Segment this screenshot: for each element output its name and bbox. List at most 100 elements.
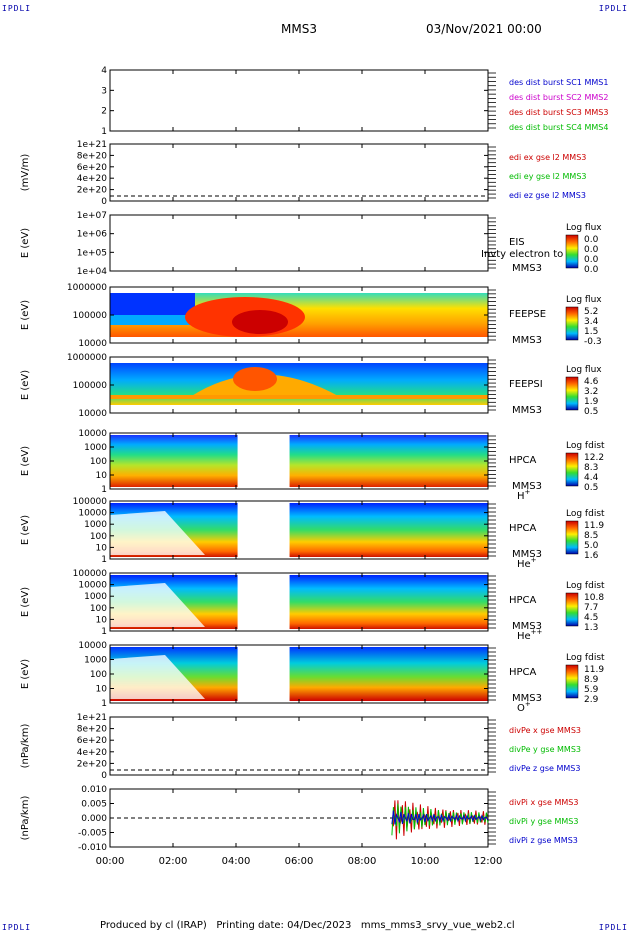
colorbar-label: 4.6 (584, 377, 599, 387)
series-legend-label: des dist burst SC2 MMS2 (509, 93, 608, 102)
y-tick-label: 2e+20 (77, 759, 108, 769)
feepse-low-region (110, 293, 195, 315)
y-tick-label: 1e+21 (77, 140, 107, 150)
x-tick-label: 10:00 (411, 856, 440, 867)
colorbar (565, 306, 579, 341)
colorbar-label: 5.9 (584, 685, 599, 695)
y-axis-label: E (eV) (20, 228, 31, 258)
series-legend-label: des dist burst SC3 MMS3 (509, 108, 608, 117)
y-tick-label: -0.005 (78, 829, 107, 839)
y-tick-label: 100000 (73, 311, 108, 321)
y-tick-label: 1 (101, 485, 107, 495)
x-tick-label: 04:00 (222, 856, 251, 867)
y-tick-label: 6e+20 (77, 736, 108, 746)
y-tick-label: 1e+04 (77, 267, 108, 277)
y-tick-label: 100 (90, 670, 107, 680)
colorbar-label: 0.5 (584, 483, 598, 493)
panel-frame (109, 716, 489, 776)
hpca-he2-sparse-region (110, 583, 205, 627)
colorbar-label: 3.2 (584, 387, 598, 397)
spacecraft-label: MMS3 (512, 621, 542, 632)
colorbar-label: 11.9 (584, 665, 604, 675)
y-tick-label: 10000 (78, 509, 107, 519)
y-tick-label: 1000 (84, 656, 107, 666)
instrument-label: HPCA (509, 595, 537, 606)
series-legend-label: divPe x gse MMS3 (509, 726, 581, 735)
y-tick-label: 10000 (78, 641, 107, 651)
y-tick-label: 2 (101, 107, 107, 117)
y-tick-label: 100 (90, 532, 107, 542)
colorbar-label: 8.9 (584, 675, 599, 685)
species-label: H+ (517, 488, 531, 502)
colorbar-label: 7.7 (584, 603, 598, 613)
colorbar-label: 12.2 (584, 453, 604, 463)
y-tick-label: 100 (90, 457, 107, 467)
y-tick-label: 10 (96, 543, 108, 553)
colorbar-label: 11.9 (584, 521, 604, 531)
y-tick-label: 1000 (84, 520, 107, 530)
panel-feeps-i: FEEPSI MMS3 Log flux 4.63.21.90.5 1000000 100… (20, 353, 602, 419)
instrument-label: FEEPSE (509, 309, 546, 320)
y-axis-label: (nPa/km) (20, 796, 31, 841)
y-tick-label: 1 (101, 555, 107, 565)
series-legend-label: divPe z gse MMS3 (509, 764, 580, 773)
colorbar-title: Log fdist (566, 653, 605, 663)
feepsi-peak (233, 367, 277, 391)
colorbar (565, 664, 579, 699)
colorbar (565, 520, 579, 555)
y-tick-label: 1000000 (67, 283, 107, 293)
instrument-label: HPCA (509, 667, 537, 678)
colorbar-label: 8.5 (584, 531, 598, 541)
instrument-label: FEEPSI (509, 379, 543, 390)
series-legend-label: edi ex gse l2 MMS3 (509, 153, 586, 162)
y-tick-label: 6e+20 (77, 163, 108, 173)
colorbar-label: 4.4 (584, 473, 599, 483)
y-tick-label: 100000 (73, 381, 108, 391)
species-label: O+ (517, 700, 531, 714)
hpca-o-data-gap (237, 645, 290, 703)
colorbar-label: 10.8 (584, 593, 604, 603)
y-tick-label: 2e+20 (77, 186, 108, 196)
colorbar-label: 5.2 (584, 307, 598, 317)
y-axis-label: E (eV) (20, 370, 31, 400)
y-tick-label: 0 (101, 197, 107, 207)
corner-label-tl: IPDLI (2, 4, 32, 13)
spacecraft-label: MMS3 (512, 693, 542, 704)
overlay-label: Invty electron to (481, 249, 563, 260)
spacecraft-label: MMS3 (512, 481, 542, 492)
instrument-label: EIS (509, 237, 525, 248)
mission-title: MMS3 (281, 22, 317, 36)
series-legend-label: des dist burst SC1 MMS1 (509, 78, 608, 87)
colorbar (565, 452, 579, 487)
y-tick-label: 1000 (84, 443, 107, 453)
series-legend-label: divPi y gse MMS3 (509, 817, 578, 826)
date-title: 03/Nov/2021 00:00 (426, 22, 542, 36)
colorbar-title: Log flux (566, 295, 602, 305)
series-legend-label: edi ey gse l2 MMS3 (509, 172, 587, 181)
spacecraft-label: MMS3 (512, 549, 542, 560)
y-tick-label: 10 (96, 685, 108, 695)
y-tick-label: 1000 (84, 592, 107, 602)
y-tick-label: 1 (101, 627, 107, 637)
hpca-h-spectrogram (110, 435, 488, 487)
species-label: He++ (517, 628, 543, 642)
colorbar (565, 234, 579, 269)
hpca-he1-sparse-region (110, 511, 205, 555)
x-tick-label: 02:00 (159, 856, 188, 867)
y-axis-label: E (eV) (20, 587, 31, 617)
spacecraft-label: MMS3 (512, 335, 542, 346)
y-tick-label: 1e+06 (77, 230, 108, 240)
colorbar (565, 376, 579, 411)
colorbar-title: Log fdist (566, 581, 605, 591)
y-tick-label: 0 (101, 771, 107, 781)
y-tick-label: 1000000 (67, 353, 107, 363)
series-legend-label: des dist burst SC4 MMS4 (509, 123, 608, 132)
panel-frame (109, 214, 489, 272)
colorbar-label: 0.0 (584, 235, 599, 245)
y-tick-label: 0.000 (81, 814, 107, 824)
y-tick-label: 0.010 (81, 785, 107, 795)
y-tick-label: 8e+20 (77, 725, 108, 735)
y-tick-label: -0.010 (78, 843, 107, 853)
